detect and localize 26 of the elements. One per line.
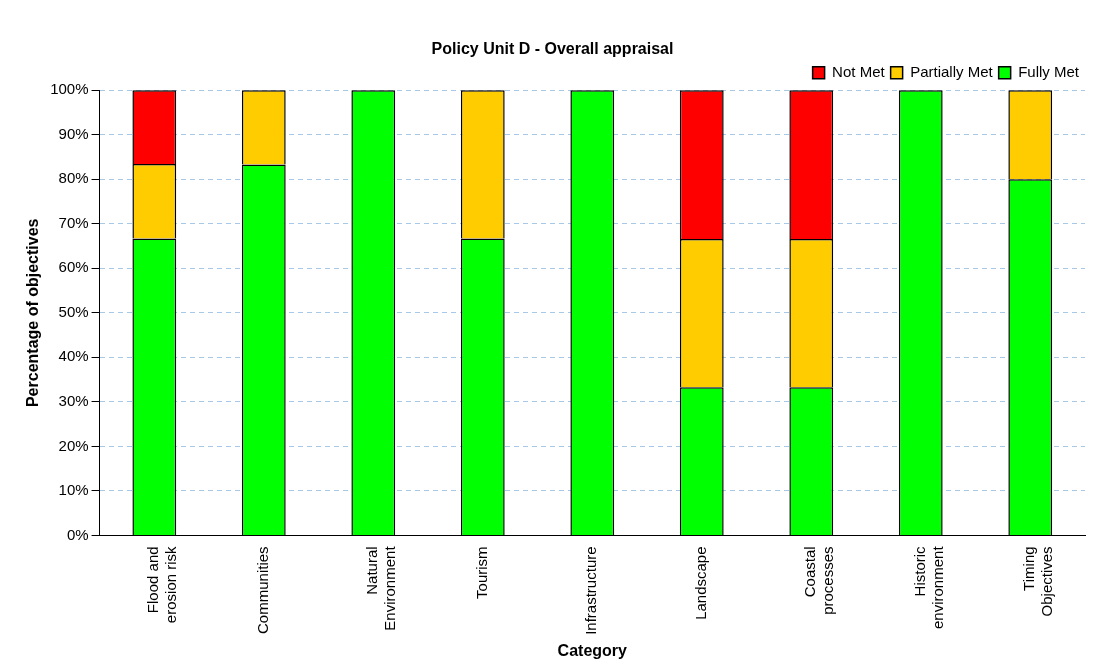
y-tick-label: 30% — [58, 392, 89, 409]
y-tick-label: 10% — [58, 481, 89, 499]
x-axis-title: Category — [557, 641, 628, 659]
y-tick-label: 70% — [58, 213, 89, 231]
legend-label: Partially Met — [910, 62, 994, 80]
x-tick-label: Historic environment — [910, 545, 946, 629]
y-tick-label: 100% — [50, 80, 89, 98]
legend-label: Fully Met — [1018, 62, 1080, 80]
y-tick-label: 80% — [58, 169, 89, 187]
legend-label: Not Met — [832, 62, 886, 80]
x-tick-label: Infrastructure — [582, 546, 600, 635]
y-tick-label: 40% — [58, 347, 89, 365]
y-axis-title: Percentage of objectives — [24, 218, 42, 408]
x-tick-label: Landscape — [691, 546, 709, 620]
x-tick-label: Coastal processes — [801, 546, 837, 615]
y-tick-label: 20% — [58, 436, 89, 454]
y-tick-label: 50% — [58, 302, 89, 320]
x-tick-label: Timing Objectives — [1020, 546, 1056, 617]
y-tick-label: 0% — [66, 525, 89, 543]
y-tick-label: 90% — [58, 124, 89, 142]
x-tick-label: Tourism — [472, 546, 490, 599]
y-tick-label: 60% — [58, 258, 89, 276]
x-tick-label: Flood and erosion risk — [144, 545, 180, 624]
x-tick-label: Natural Environment — [363, 545, 399, 631]
x-tick-label: Communities — [253, 546, 271, 634]
chart-title: Policy Unit D - Overall appraisal — [431, 40, 674, 58]
